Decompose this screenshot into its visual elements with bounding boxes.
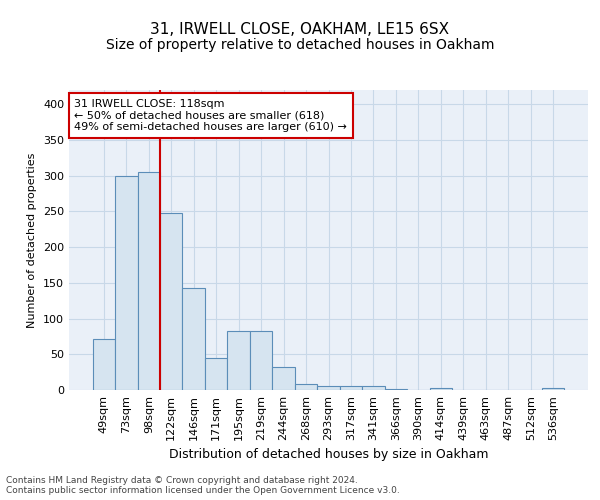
Bar <box>137 172 160 390</box>
Bar <box>317 386 340 390</box>
Text: Size of property relative to detached houses in Oakham: Size of property relative to detached ho… <box>106 38 494 52</box>
Bar <box>272 367 295 390</box>
Bar <box>250 330 272 390</box>
Text: Contains HM Land Registry data © Crown copyright and database right 2024.
Contai: Contains HM Land Registry data © Crown c… <box>6 476 400 495</box>
Bar <box>92 338 115 390</box>
Bar <box>160 213 182 390</box>
Bar <box>385 388 407 390</box>
Bar <box>205 358 227 390</box>
Bar <box>182 288 205 390</box>
Bar <box>430 388 452 390</box>
Bar <box>340 386 362 390</box>
Bar <box>542 388 565 390</box>
Bar <box>115 176 137 390</box>
Bar <box>295 384 317 390</box>
Text: 31 IRWELL CLOSE: 118sqm
← 50% of detached houses are smaller (618)
49% of semi-d: 31 IRWELL CLOSE: 118sqm ← 50% of detache… <box>74 99 347 132</box>
Text: 31, IRWELL CLOSE, OAKHAM, LE15 6SX: 31, IRWELL CLOSE, OAKHAM, LE15 6SX <box>151 22 449 38</box>
Bar <box>362 386 385 390</box>
X-axis label: Distribution of detached houses by size in Oakham: Distribution of detached houses by size … <box>169 448 488 462</box>
Bar <box>227 330 250 390</box>
Y-axis label: Number of detached properties: Number of detached properties <box>28 152 37 328</box>
